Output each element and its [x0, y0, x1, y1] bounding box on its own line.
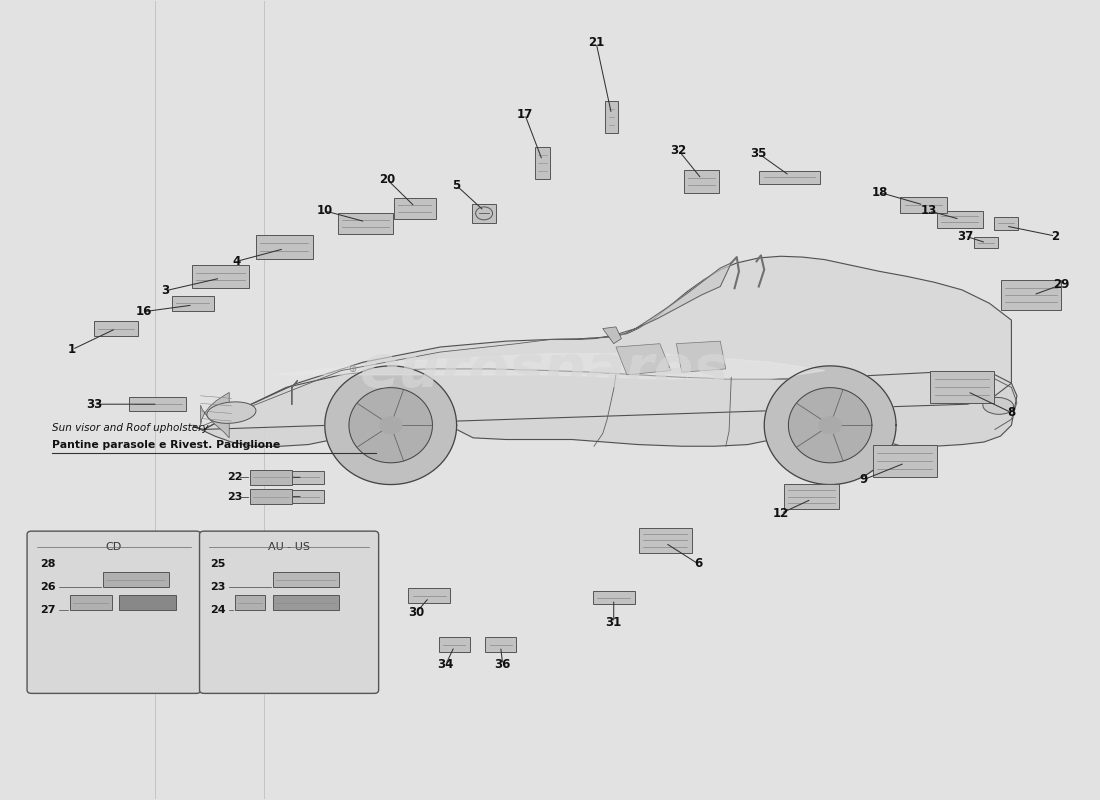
Text: eurospares: eurospares [360, 342, 729, 399]
Polygon shape [820, 417, 842, 434]
Bar [993, 217, 1018, 230]
Text: 24: 24 [210, 605, 225, 615]
Text: 34: 34 [438, 658, 454, 671]
Bar [282, 490, 323, 503]
Bar [103, 572, 168, 587]
Bar [172, 296, 213, 311]
Bar [282, 470, 323, 484]
Text: 6: 6 [694, 558, 703, 570]
Bar [931, 371, 993, 403]
Bar [273, 572, 339, 587]
Text: CD: CD [106, 542, 122, 552]
Bar [684, 170, 719, 194]
Text: 25: 25 [210, 559, 225, 569]
Polygon shape [204, 256, 1011, 430]
Bar [338, 213, 393, 234]
Text: 12: 12 [772, 507, 789, 520]
Text: AU - US: AU - US [267, 542, 309, 552]
Text: 10: 10 [317, 204, 333, 218]
Bar [1001, 280, 1062, 310]
Text: 33: 33 [86, 398, 102, 410]
Bar [119, 595, 176, 610]
Bar [901, 198, 947, 213]
Text: 31: 31 [606, 616, 621, 630]
Text: 37: 37 [957, 230, 974, 242]
Text: ⊕: ⊕ [349, 364, 356, 374]
Text: 17: 17 [517, 108, 532, 121]
Text: 23: 23 [210, 582, 225, 593]
Polygon shape [603, 327, 622, 344]
Ellipse shape [207, 402, 256, 423]
Bar [250, 470, 292, 485]
Polygon shape [379, 417, 401, 434]
Bar [408, 588, 450, 603]
Text: 22: 22 [227, 472, 242, 482]
Text: 32: 32 [670, 144, 686, 157]
Bar [394, 198, 436, 219]
Bar [472, 204, 496, 222]
Bar [95, 321, 138, 336]
Bar [593, 591, 635, 604]
Polygon shape [789, 388, 872, 462]
FancyBboxPatch shape [199, 531, 378, 694]
Text: 28: 28 [40, 559, 56, 569]
Polygon shape [200, 393, 229, 438]
Text: 13: 13 [921, 204, 937, 218]
Text: 9: 9 [859, 474, 867, 486]
Ellipse shape [983, 398, 1013, 414]
Polygon shape [616, 344, 671, 374]
Text: 8: 8 [1008, 406, 1015, 419]
Bar [485, 637, 516, 652]
Bar [129, 398, 186, 411]
Text: 16: 16 [135, 306, 152, 318]
Text: 36: 36 [495, 658, 510, 671]
Polygon shape [550, 263, 732, 339]
Text: 23: 23 [227, 492, 242, 502]
Text: Sun visor and Roof upholstery: Sun visor and Roof upholstery [53, 422, 209, 433]
Polygon shape [676, 341, 726, 372]
Polygon shape [192, 369, 1016, 446]
Polygon shape [275, 354, 825, 379]
Text: 20: 20 [379, 174, 396, 186]
Bar [873, 446, 937, 478]
Text: 5: 5 [452, 179, 461, 192]
Bar [535, 147, 550, 179]
Text: 23: 23 [251, 490, 267, 503]
Bar [759, 170, 820, 184]
Text: 3: 3 [162, 284, 169, 298]
Bar [937, 211, 983, 228]
Bar [191, 265, 249, 288]
Polygon shape [324, 366, 456, 485]
Text: 27: 27 [40, 605, 56, 615]
Polygon shape [349, 388, 432, 462]
Text: 18: 18 [871, 186, 888, 199]
Text: 29: 29 [1053, 278, 1069, 291]
Bar [439, 637, 470, 652]
Text: 22: 22 [251, 471, 267, 484]
Text: 4: 4 [233, 254, 241, 268]
Polygon shape [764, 366, 896, 485]
Text: 26: 26 [40, 582, 56, 593]
Bar [975, 238, 998, 248]
Bar [273, 595, 339, 610]
Text: 2: 2 [1052, 230, 1059, 242]
Bar [250, 489, 292, 504]
Bar [70, 595, 112, 610]
Bar [784, 484, 839, 510]
Bar [255, 235, 312, 258]
Text: 1: 1 [68, 343, 76, 356]
Bar [234, 595, 265, 610]
Bar [639, 528, 692, 553]
FancyBboxPatch shape [28, 531, 200, 694]
Text: 30: 30 [408, 606, 425, 619]
Text: 35: 35 [750, 147, 767, 160]
Text: 21: 21 [588, 36, 604, 50]
Bar [605, 101, 617, 133]
Text: Pantine parasole e Rivest. Padiglione: Pantine parasole e Rivest. Padiglione [53, 439, 280, 450]
